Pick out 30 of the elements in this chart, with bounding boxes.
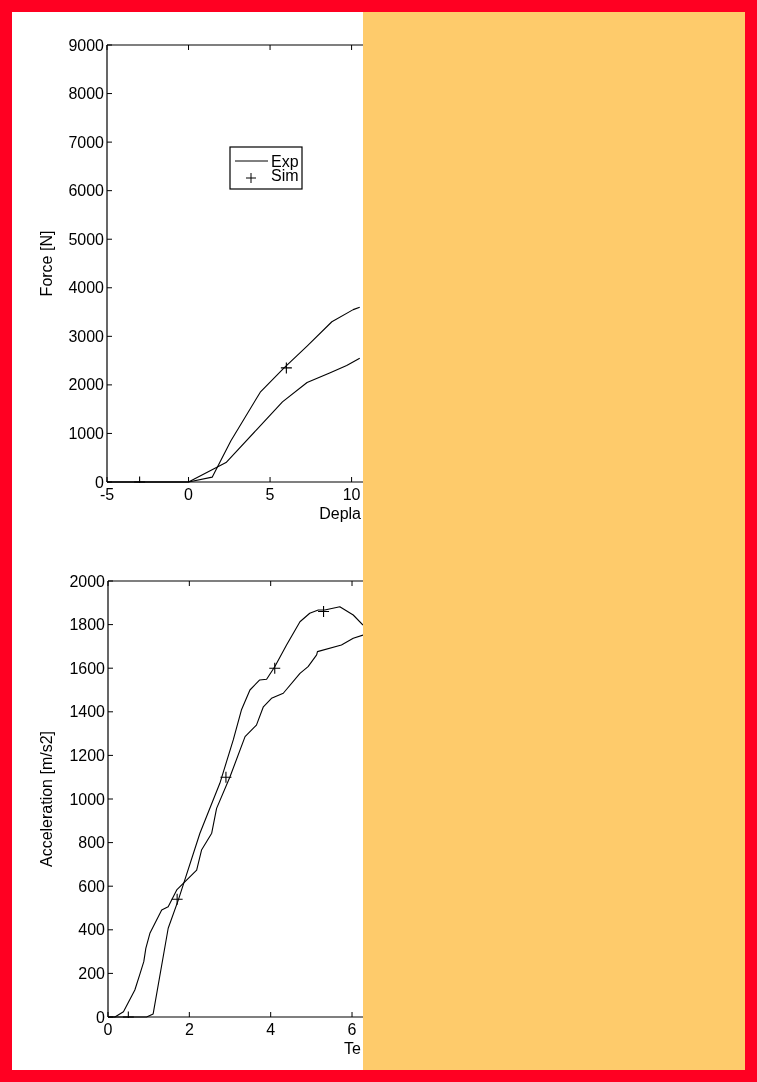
y-tick-label: 1000 — [68, 425, 105, 443]
y-tick-label: 1400 — [69, 703, 106, 721]
y-tick-label: 4000 — [68, 279, 105, 297]
y-axis-title: Acceleration [m/s2] — [38, 730, 55, 868]
y-tick-label: 1200 — [69, 747, 106, 764]
y-tick-label: 600 — [78, 877, 106, 895]
y-tick-label: 7000 — [68, 133, 105, 151]
x-tick-label: 10 — [342, 486, 361, 503]
y-tick-label: 1600 — [69, 659, 106, 677]
y-tick-label: 8000 — [68, 85, 105, 103]
legend-label: Exp — [271, 153, 299, 170]
x-axis-title: Depla — [319, 505, 362, 522]
y-tick-label: 1000 — [69, 790, 106, 808]
y-tick-label: 1800 — [69, 616, 106, 634]
y-tick-label: 3000 — [68, 327, 105, 345]
y-tick-label: 800 — [78, 834, 106, 852]
y-axis-title: Force [N] — [38, 230, 55, 297]
x-axis-title: Te — [344, 1040, 362, 1057]
y-tick-label: 2000 — [68, 376, 105, 394]
x-tick-label: 2 — [184, 1021, 194, 1038]
x-tick-label: 4 — [266, 1021, 276, 1038]
y-tick-label: 400 — [78, 921, 106, 939]
y-tick-label: 200 — [78, 965, 106, 982]
y-tick-label: 9000 — [68, 36, 105, 54]
y-tick-label: 2000 — [69, 572, 106, 590]
y-tick-label: 6000 — [68, 182, 105, 200]
x-tick-label: 6 — [347, 1021, 357, 1038]
y-tick-label: 5000 — [68, 230, 105, 248]
x-tick-label: 5 — [265, 486, 275, 503]
x-tick-label: 0 — [184, 486, 194, 503]
